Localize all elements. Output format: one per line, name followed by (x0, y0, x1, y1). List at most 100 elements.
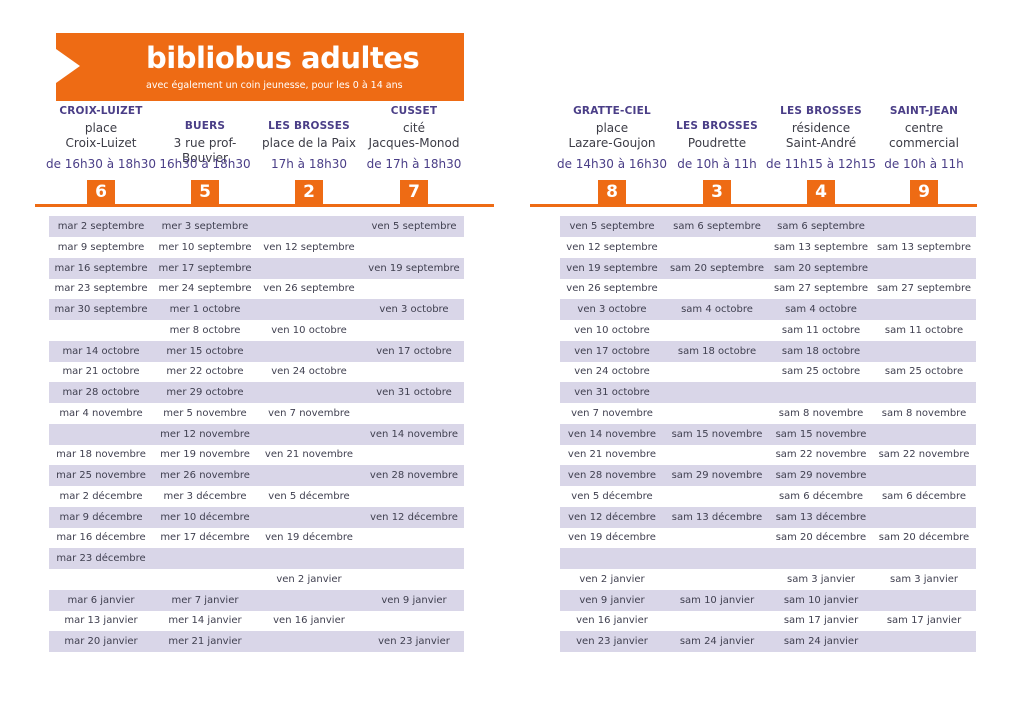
column-header-1: CROIX-LUIZET place Croix-Luizet (49, 105, 153, 151)
date-cell: sam 13 septembre (876, 241, 972, 253)
table-row: ven 12 décembre sam 13 décembre sam 13 déc… (560, 506, 976, 528)
date-cell: sam 11 octobre (884, 324, 964, 336)
date-cell: mar 14 octobre (62, 345, 140, 357)
date-cell: ven 12 septembre (263, 241, 355, 253)
date-cell: ven 3 octobre (379, 304, 449, 315)
stop-time-text: de 17h à 18h30 (366, 157, 462, 171)
date-cell: sam 8 novembre (778, 407, 864, 419)
stop-place: Lazare-Goujon (568, 136, 656, 150)
table-row: mar 6 janvier mer 7 janvier ven 9 janvier (49, 589, 464, 611)
date-cell: sam 22 novembre (775, 449, 867, 461)
date-cell: mer 1 octobre (169, 304, 241, 315)
stop-time: de 17h à 18h30 (358, 157, 470, 171)
date-cell: mer 10 décembre (160, 511, 250, 523)
stop-name: LES BROSSES (268, 120, 350, 132)
date-cell: mer 10 septembre (158, 241, 252, 253)
stop-place: place de la Paix (262, 136, 356, 150)
date-cell: sam 27 septembre (876, 283, 972, 295)
column-header-2: BUERS 3 rue prof-Bouvier (153, 120, 257, 166)
date-cell: mar 16 décembre (56, 532, 146, 544)
stop-time: de 14h30 à 16h30 (556, 157, 668, 171)
date-cell: mar 9 décembre (59, 511, 143, 523)
table-row: ven 5 septembre sam 6 septembre sam 6 sept… (560, 216, 976, 237)
date-cell: ven 5 décembre (571, 490, 653, 502)
date-cell: ven 7 novembre (268, 407, 350, 419)
table-row: mar 13 janvier mer 14 janvier ven 16 janvi… (49, 610, 464, 631)
date-cell: ven 5 décembre (268, 490, 350, 502)
date-cell: mar 21 octobre (62, 366, 140, 378)
column-header-3: LES BROSSES résidence Saint-André (769, 105, 873, 151)
date-cell: sam 27 septembre (773, 283, 869, 295)
stop-place: Jacques-Monod (368, 136, 460, 150)
stop-time-text: de 11h15 à 12h15 (765, 157, 877, 171)
date-cell: sam 20 septembre (669, 262, 765, 274)
stop-time-text: de 10h à 11h (677, 157, 757, 171)
date-cell: ven 3 octobre (577, 304, 647, 315)
date-cell: sam 13 décembre (775, 511, 867, 523)
date-cell: mar 23 septembre (54, 283, 148, 295)
date-cell: ven 14 novembre (567, 428, 657, 440)
date-cell: sam 8 novembre (881, 407, 967, 419)
date-cell: sam 17 janvier (886, 615, 962, 627)
stop-time: de 10h à 11h (661, 157, 773, 171)
table-row: ven 31 octobre (560, 382, 976, 403)
date-cell: mar 9 septembre (57, 241, 145, 253)
column-header-3: LES BROSSES place de la Paix (257, 120, 361, 151)
column-header-4: CUSSET cité Jacques-Monod (362, 105, 466, 151)
date-cell: ven 23 janvier (576, 636, 648, 647)
column-header-1: GRATTE-CIEL place Lazare-Goujon (560, 105, 664, 151)
column-header-4: SAINT-JEAN centre commercial (872, 105, 976, 151)
date-cell: sam 18 octobre (677, 345, 757, 357)
table-row: mar 9 décembre mer 10 décembre ven 12 déce… (49, 506, 464, 528)
date-cell: ven 9 janvier (579, 594, 645, 606)
date-cell: sam 17 janvier (783, 615, 859, 627)
date-cell: mer 19 novembre (160, 449, 250, 461)
stop-place: cité (402, 121, 426, 135)
date-cell: sam 20 décembre (878, 532, 970, 544)
date-cell: sam 13 décembre (671, 511, 763, 523)
stop-time: de 16h30 à 18h30 (45, 157, 157, 171)
date-cell: sam 29 novembre (775, 470, 867, 481)
date-cell: mer 12 novembre (160, 428, 250, 440)
title-banner: bibliobus adultes avec également un coin… (56, 33, 464, 101)
date-cell: sam 25 octobre (781, 366, 861, 378)
date-cell: mar 16 septembre (54, 262, 148, 274)
date-cell: mer 26 novembre (160, 470, 250, 481)
arrow-icon (56, 49, 80, 83)
stop-number-badge: 3 (703, 180, 731, 204)
date-cell: ven 28 novembre (369, 470, 459, 481)
date-cell: ven 16 janvier (576, 615, 648, 627)
right-divider (530, 204, 977, 207)
date-cell: mar 25 novembre (56, 470, 146, 481)
stop-place: place (595, 121, 629, 135)
table-row: ven 10 octobre sam 11 octobre sam 11 octob… (560, 320, 976, 341)
stop-number-badge: 7 (400, 180, 428, 204)
date-cell: mar 2 décembre (59, 490, 143, 502)
column-header-2: LES BROSSES Poudrette (665, 120, 769, 151)
table-row: mar 25 novembre mer 26 novembre ven 28 nov… (49, 465, 464, 486)
table-row: mar 20 janvier mer 21 janvier ven 23 janvi… (49, 631, 464, 652)
date-cell: sam 25 octobre (884, 366, 964, 378)
table-row: ven 19 décembre sam 20 décembre sam 20 déc… (560, 527, 976, 548)
date-cell: mer 29 octobre (166, 387, 244, 398)
stop-name: LES BROSSES (676, 120, 758, 132)
date-cell: mar 20 janvier (64, 636, 138, 647)
date-cell: ven 9 janvier (381, 594, 447, 606)
stop-time: de 11h15 à 12h15 (765, 157, 877, 171)
date-cell: mer 7 janvier (171, 594, 239, 606)
date-cell: sam 20 décembre (775, 532, 867, 544)
table-row: mar 18 novembre mer 19 novembre ven 21 nov… (49, 444, 464, 465)
date-cell: ven 17 octobre (574, 345, 650, 357)
table-row: mar 2 septembre mer 3 septembre ven 5 sept… (49, 216, 464, 237)
date-cell: sam 6 septembre (777, 221, 865, 232)
stop-name: GRATTE-CIEL (573, 105, 651, 117)
date-cell: ven 19 septembre (566, 262, 658, 274)
stop-place: Saint-André (785, 136, 857, 150)
date-cell: ven 26 septembre (263, 283, 355, 295)
date-cell: ven 2 janvier (276, 573, 342, 585)
stop-place: centre (904, 121, 944, 135)
table-row: ven 14 novembre sam 15 novembre sam 15 nov… (560, 423, 976, 445)
date-cell: mar 6 janvier (67, 594, 135, 606)
table-row: mar 28 octobre mer 29 octobre ven 31 octob… (49, 382, 464, 403)
stop-time-text: de 14h30 à 16h30 (556, 157, 668, 171)
